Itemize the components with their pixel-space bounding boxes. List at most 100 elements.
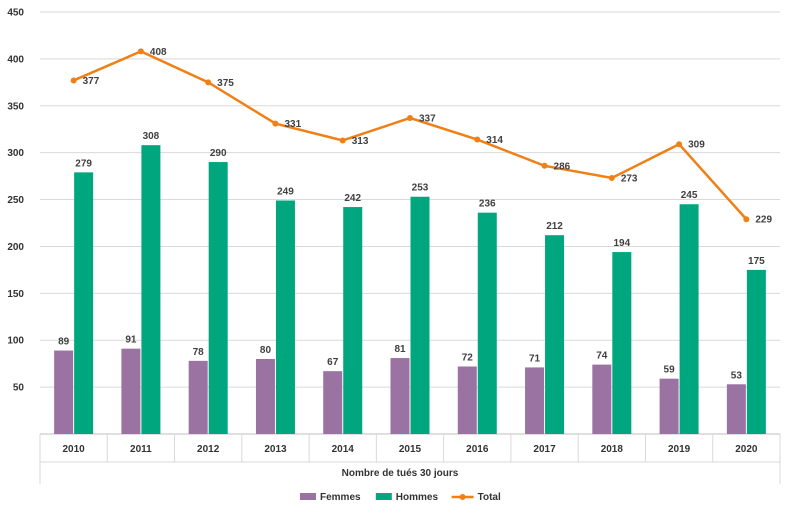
bar-femmes (323, 371, 343, 434)
x-tick-label: 2018 (601, 444, 624, 455)
point-total (137, 48, 144, 55)
bar-femmes (255, 358, 275, 434)
data-label-total: 309 (688, 140, 705, 151)
point-total (70, 77, 77, 84)
bar-hommes (141, 145, 161, 435)
data-label-total: 273 (621, 173, 638, 184)
data-label-hommes: 175 (748, 256, 765, 267)
bar-hommes (74, 172, 94, 435)
point-total (339, 137, 346, 144)
bar-femmes (659, 378, 679, 434)
x-tick-label: 2012 (197, 444, 220, 455)
y-tick-label: 150 (7, 289, 24, 300)
data-label-hommes: 242 (344, 193, 361, 204)
data-label-total: 314 (486, 135, 503, 146)
data-label-total: 313 (352, 136, 369, 147)
legend-swatch-hommes (375, 493, 392, 500)
data-label-femmes: 71 (529, 353, 541, 364)
y-tick-label: 350 (7, 101, 24, 112)
data-label-femmes: 78 (193, 347, 205, 358)
bar-femmes (188, 360, 208, 434)
bar-hommes (343, 207, 363, 434)
x-tick-label: 2011 (130, 444, 152, 455)
bar-hommes (275, 200, 295, 434)
legend-swatch-femmes (300, 493, 316, 500)
y-tick-label: 200 (7, 242, 24, 253)
data-label-total: 377 (83, 76, 100, 87)
bar-femmes (726, 384, 746, 434)
y-axis: 50 100 150 200 250 300 350 400 450 (7, 8, 24, 394)
bar-hommes (612, 252, 632, 434)
x-tick-label: 2014 (332, 444, 355, 455)
y-tick-label: 400 (7, 54, 24, 65)
data-label-femmes: 67 (327, 357, 339, 368)
bar-femmes (525, 367, 545, 434)
bar-hommes (679, 204, 699, 434)
data-label-total: 331 (284, 119, 301, 130)
data-label-hommes: 212 (546, 221, 563, 232)
data-label-femmes: 89 (58, 337, 70, 348)
bar-hommes (208, 162, 228, 435)
legend: Femmes Hommes Total (300, 492, 501, 503)
data-label-total: 408 (150, 47, 167, 58)
x-tick-label: 2013 (264, 444, 287, 455)
data-label-total: 375 (217, 78, 234, 89)
x-tick-label: 2015 (399, 444, 422, 455)
legend-label-hommes: Hommes (396, 492, 439, 503)
x-tick-label: 2010 (63, 444, 86, 455)
data-label-total: 337 (419, 113, 436, 124)
data-label-hommes: 253 (412, 183, 429, 194)
x-axis: 2010 2011 2012 2013 2014 2015 2016 2017 2018 2019… (63, 444, 758, 455)
bar-femmes (390, 358, 410, 434)
legend-marker-total (459, 494, 466, 500)
y-tick-label: 100 (7, 336, 24, 347)
y-tick-label: 450 (7, 8, 24, 19)
bar-hommes (545, 235, 565, 434)
point-total (474, 136, 481, 143)
data-label-total: 286 (554, 161, 571, 172)
point-total (608, 174, 615, 181)
bar-femmes (592, 364, 612, 434)
x-axis-title: Nombre de tués 30 jours (342, 468, 459, 479)
bar-hommes (477, 212, 497, 434)
data-label-femmes: 53 (731, 370, 743, 381)
data-label-hommes: 194 (613, 238, 630, 249)
data-label-femmes: 80 (260, 345, 272, 356)
point-total (407, 114, 413, 121)
line-total (73, 50, 748, 221)
point-total (743, 216, 750, 223)
x-tick-label: 2020 (735, 444, 758, 455)
x-tick-label: 2017 (533, 444, 556, 455)
y-tick-label: 300 (7, 148, 24, 159)
y-tick-label: 250 (7, 195, 24, 206)
y-tick-label: 50 (13, 383, 25, 394)
bar-femmes (121, 348, 141, 434)
data-label-femmes: 91 (125, 335, 137, 346)
data-label-femmes: 81 (394, 344, 406, 355)
bar-femmes (54, 350, 74, 434)
data-label-hommes: 249 (277, 186, 294, 197)
point-total (205, 79, 212, 86)
total-line: 377 408 375 331 313 337 314 286 273 309 229 (70, 47, 772, 226)
data-label-total: 229 (755, 215, 772, 226)
data-label-hommes: 245 (681, 190, 698, 201)
point-total (272, 120, 279, 127)
bar-femmes (457, 366, 477, 434)
point-total (676, 141, 683, 148)
bars: 89 279 91 308 78 290 80 249 67 242 81 253 72 236 71 212… (54, 131, 766, 435)
data-label-femmes: 74 (596, 351, 608, 362)
data-label-hommes: 279 (75, 158, 92, 169)
data-label-femmes: 72 (462, 352, 474, 363)
legend-label-total: Total (478, 492, 501, 503)
data-label-hommes: 308 (143, 131, 160, 142)
data-label-hommes: 290 (210, 148, 227, 159)
grid-lines (39, 11, 781, 484)
data-label-femmes: 59 (664, 365, 676, 376)
x-tick-label: 2016 (466, 444, 489, 455)
legend-label-femmes: Femmes (320, 492, 361, 503)
bar-hommes (410, 196, 430, 434)
point-total (541, 162, 548, 169)
bar-hommes (746, 269, 766, 434)
x-tick-label: 2019 (668, 444, 691, 455)
